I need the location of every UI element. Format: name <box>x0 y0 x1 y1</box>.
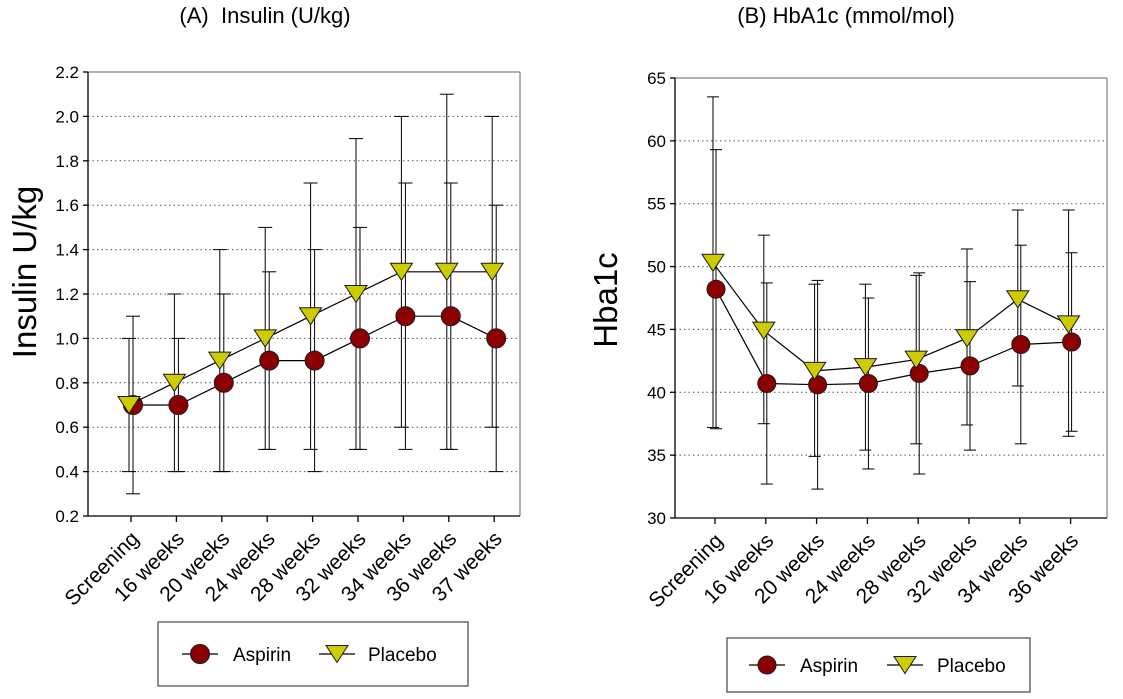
y-tick-label: 0.4 <box>55 463 79 482</box>
placebo-point-marker <box>253 329 278 348</box>
aspirin-point-marker <box>757 373 777 393</box>
aspirin-point-marker <box>960 356 980 376</box>
aspirin-point-marker <box>440 306 461 327</box>
placebo-point-marker <box>298 307 323 326</box>
aspirin-point-marker <box>858 373 878 393</box>
placebo-point-marker <box>904 350 929 370</box>
aspirin-point-marker <box>259 350 280 371</box>
panel-a-y-axis-title: Insulin U/kg <box>6 186 43 358</box>
placebo-point-marker <box>1005 290 1030 309</box>
aspirin-point-marker <box>486 328 507 349</box>
placebo-point-marker <box>480 262 505 282</box>
y-tick-label: 40 <box>647 383 666 402</box>
legend-label: Placebo <box>937 656 1006 677</box>
y-tick-label: 55 <box>647 195 666 214</box>
series-aspirin <box>706 279 1082 395</box>
series-aspirin <box>123 306 507 415</box>
y-axis-group: 30 35 40 45 50 55 60 65 <box>647 69 675 528</box>
legend-marker-aspirin <box>757 655 777 675</box>
panel-a-legend: Aspirin Placebo <box>157 621 469 687</box>
placebo-point-marker <box>162 373 187 393</box>
series-placebo <box>701 253 1081 381</box>
legend-marker-placebo <box>893 656 917 675</box>
panel-a-plot: 0.2 0.4 0.6 0.8 1.0 1.2 1.4 1.6 1.8 2.0 2.2 Screeni… <box>55 63 521 610</box>
legend-marker-placebo <box>325 645 349 664</box>
panel-b: (B) HbA1c (mmol/mol) Hba1c 30 35 40 45 50 55 6… <box>587 3 1108 693</box>
placebo-point-marker <box>207 351 232 371</box>
series-line-placebo <box>712 262 1069 372</box>
panel-b-legend: Aspirin Placebo <box>726 637 1031 693</box>
aspirin-point-marker <box>395 306 416 327</box>
y-tick-label: 35 <box>647 446 666 465</box>
panel-a-title: (A) Insulin (U/kg) <box>179 3 350 28</box>
aspirin-point-marker <box>1062 332 1082 352</box>
panel-a: (A) Insulin (U/kg) Insulin U/kg 0.20.40.… <box>6 3 521 687</box>
legend-item-placebo: Placebo <box>887 656 1006 677</box>
placebo-point-marker <box>344 285 368 304</box>
gridlines <box>675 140 1107 456</box>
y-tick-label: 1.2 <box>55 285 79 304</box>
placebo-point-marker <box>853 358 878 377</box>
legend-item-placebo: Placebo <box>319 645 437 666</box>
y-axis-group: 0.2 0.4 0.6 0.8 1.0 1.2 1.4 1.6 1.8 2.0 2.2 <box>55 63 88 526</box>
y-tick-label: 30 <box>647 509 666 528</box>
y-tick-label: 65 <box>647 69 666 88</box>
placebo-point-marker <box>117 396 141 415</box>
legend-label: Aspirin <box>800 656 858 677</box>
aspirin-point-marker <box>706 279 726 299</box>
y-tick-label: 2.2 <box>55 63 79 82</box>
aspirin-point-marker <box>909 363 929 383</box>
y-tick-label: 1.0 <box>55 329 79 348</box>
aspirin-point-marker <box>213 372 234 393</box>
y-tick-label: 60 <box>647 132 666 151</box>
aspirin-point-marker <box>808 375 828 395</box>
error-bars-aspirin <box>710 149 1078 490</box>
placebo-point-marker <box>802 361 827 381</box>
y-tick-label: 45 <box>647 320 666 339</box>
y-tick-label: 0.6 <box>55 418 79 437</box>
legend-label: Placebo <box>368 645 437 666</box>
placebo-point-marker <box>389 262 414 282</box>
gridlines <box>88 115 520 473</box>
y-tick-label: 50 <box>647 258 666 277</box>
legend-item-aspirin: Aspirin <box>749 655 858 677</box>
placebo-point-marker <box>434 262 459 282</box>
series-placebo <box>117 262 505 415</box>
panel-b-title: (B) HbA1c (mmol/mol) <box>737 3 955 28</box>
aspirin-point-marker <box>168 395 189 415</box>
y-tick-label: 0.8 <box>55 374 79 393</box>
aspirin-point-marker <box>1011 335 1031 355</box>
y-tick-label: 0.2 <box>55 507 79 526</box>
legend-marker-aspirin <box>190 644 210 664</box>
y-tick-label: 1.6 <box>55 196 79 215</box>
panel-b-y-axis-title: Hba1c <box>587 252 624 347</box>
legend-item-aspirin: Aspirin <box>182 644 291 666</box>
aspirin-point-marker <box>304 350 325 371</box>
y-tick-label: 2.0 <box>55 107 79 126</box>
y-tick-label: 1.4 <box>55 241 79 260</box>
y-tick-label: 1.8 <box>55 152 79 171</box>
error-bars-placebo <box>707 96 1075 457</box>
placebo-point-marker <box>955 329 979 348</box>
placebo-point-marker <box>701 253 725 273</box>
placebo-point-marker <box>1056 315 1081 334</box>
aspirin-point-marker <box>350 328 370 349</box>
legend-label: Aspirin <box>233 645 291 666</box>
placebo-point-marker <box>751 321 776 341</box>
